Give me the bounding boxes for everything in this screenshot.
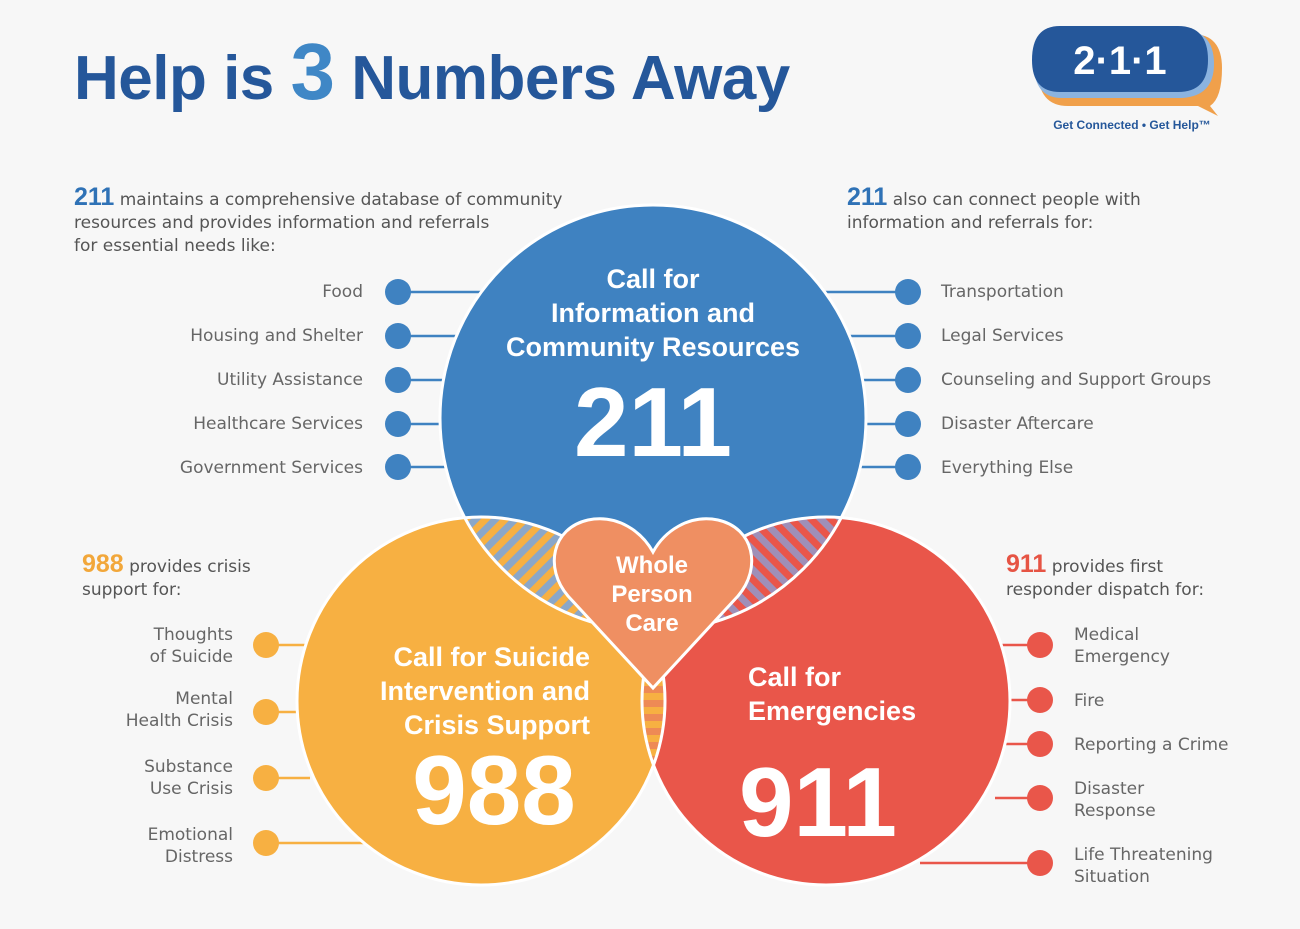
need-everything-else: Everything Else [941, 458, 1074, 478]
dispatch-item: Reporting a Crime [1074, 735, 1229, 755]
circle-988-line1: Call for Suicide [393, 642, 590, 672]
intro-911-line2: responder dispatch for: [1006, 580, 1205, 600]
dispatch-item: Medical Emergency [1074, 625, 1170, 667]
title-suffix: Numbers Away [351, 44, 790, 113]
bullet-dot-icon [253, 765, 279, 791]
bullet-dot-icon [1027, 731, 1053, 757]
bullet-dot-icon [1027, 785, 1053, 811]
intro-211-right: 211 also can connect people with informa… [847, 183, 1141, 235]
bullet-dot-icon [385, 454, 411, 480]
bullet-dot-icon [385, 367, 411, 393]
circle-211-line3: Community Resources [505, 332, 801, 362]
circle-988-label: Call for Suicide Intervention and Crisis… [320, 640, 590, 742]
intro-211-left-line1: maintains a comprehensive database of co… [119, 190, 563, 210]
need-disaster-aftercare: Disaster Aftercare [941, 414, 1094, 434]
intro-911: 911 provides first responder dispatch fo… [1006, 550, 1205, 602]
intro-211-right-number: 211 [847, 183, 888, 211]
title-number: 3 [290, 27, 336, 116]
logo-text: 2·1·1 [1073, 39, 1166, 83]
bullet-dot-icon [385, 279, 411, 305]
intro-211-left-line2: resources and provides information and r… [74, 213, 490, 233]
overlap-211-988 [440, 517, 665, 631]
speech-bubble-logo-icon: 2·1·1 [1032, 26, 1222, 116]
bullet-dot-icon [895, 279, 921, 305]
heart-line3: Care [625, 610, 679, 637]
intro-988-line1: provides crisis [129, 557, 251, 577]
heart-label: Whole Person Care [582, 551, 722, 638]
intro-988-number: 988 [82, 550, 124, 578]
dispatch-item: Disaster Response [1074, 779, 1156, 821]
intro-911-line1: provides first [1051, 557, 1164, 577]
heart-line2: Person [611, 581, 693, 608]
need-transportation: Transportation [941, 282, 1064, 302]
dispatch-911-dots [1027, 632, 1053, 876]
bullet-dot-icon [253, 632, 279, 658]
circle-211-label: Call for Information and Community Resou… [490, 262, 816, 364]
intro-988: 988 provides crisis support for: [82, 550, 251, 602]
crisis-item: Substance Use Crisis [144, 757, 233, 799]
needs-left-dots [385, 279, 411, 480]
bullet-dot-icon [895, 367, 921, 393]
bullet-dot-icon [895, 411, 921, 437]
intro-911-number: 911 [1006, 550, 1047, 578]
need-government: Government Services [179, 458, 363, 478]
crisis-item: Thoughts of Suicide [149, 625, 233, 667]
heart-line1: Whole [616, 552, 688, 579]
bullet-dot-icon [385, 411, 411, 437]
bullet-dot-icon [1027, 687, 1053, 713]
needs-right-dots [895, 279, 921, 480]
dispatch-item: Life Threatening Situation [1074, 845, 1213, 887]
overlap-211-911 [642, 517, 866, 631]
circle-911-line2: Emergencies [748, 696, 917, 726]
need-counseling: Counseling and Support Groups [941, 370, 1212, 390]
circle-211 [440, 205, 866, 631]
circle-911-label: Call for Emergencies [748, 660, 948, 728]
bullet-dot-icon [253, 699, 279, 725]
bullet-dot-icon [895, 454, 921, 480]
bullet-dot-icon [385, 323, 411, 349]
dispatch-item: Fire [1074, 691, 1105, 711]
intro-211-left-number: 211 [74, 183, 115, 211]
circle-211-line1: Call for [606, 264, 700, 294]
need-housing: Housing and Shelter [190, 326, 363, 346]
heart-icon [552, 517, 754, 691]
intro-211-left-line3: for essential needs like: [74, 236, 276, 256]
logo-tagline: Get Connected • Get Help™ [1053, 118, 1211, 132]
circle-211-number: 211 [573, 367, 733, 477]
page-title: Help is 3 Numbers Away [74, 28, 790, 116]
circle-988-line3: Crisis Support [403, 710, 590, 740]
circle-211-line2: Information and [551, 298, 755, 328]
title-prefix: Help is [74, 44, 274, 113]
bullet-dot-icon [1027, 632, 1053, 658]
circle-988-number: 988 [412, 735, 576, 845]
intro-211-right-line1: also can connect people with [892, 190, 1141, 210]
intro-211-right-line2: information and referrals for: [847, 213, 1094, 233]
intro-211-left: 211 maintains a comprehensive database o… [74, 183, 563, 258]
bullet-dot-icon [895, 323, 921, 349]
need-utility: Utility Assistance [217, 370, 363, 390]
crisis-988-dots [253, 632, 279, 856]
need-legal: Legal Services [941, 326, 1064, 346]
logo-211: 2·1·1 Get Connected • Get Help™ [1032, 26, 1232, 138]
circle-911-number: 911 [738, 747, 898, 857]
circle-988-line2: Intervention and [379, 676, 590, 706]
bullet-dot-icon [1027, 850, 1053, 876]
crisis-item: Emotional Distress [147, 825, 233, 867]
bullet-dot-icon [253, 830, 279, 856]
intro-988-line2: support for: [82, 580, 182, 600]
crisis-item: Mental Health Crisis [125, 689, 233, 731]
need-food: Food [322, 282, 363, 302]
circle-911-line1: Call for [748, 662, 842, 692]
need-healthcare: Healthcare Services [193, 414, 363, 434]
